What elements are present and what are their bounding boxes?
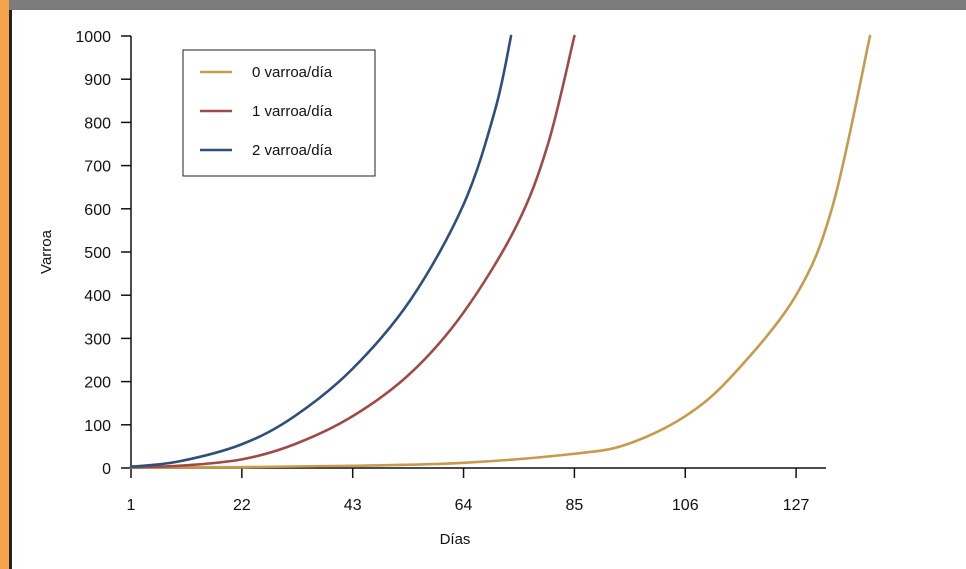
- x-tick-label: 43: [344, 497, 362, 514]
- legend-label-0: 0 varroa/día: [252, 64, 333, 81]
- y-tick-label: 300: [84, 331, 111, 348]
- left-dark-border: [9, 10, 12, 569]
- legend-label-1: 1 varroa/día: [252, 103, 333, 120]
- x-axis-title: Días: [440, 531, 471, 548]
- top-border: [0, 0, 966, 10]
- y-tick-label: 900: [84, 72, 111, 89]
- y-tick-label: 600: [84, 202, 111, 219]
- legend-label-2: 2 varroa/día: [252, 142, 333, 159]
- x-tick-label: 22: [233, 497, 251, 514]
- y-tick-label: 500: [84, 245, 111, 262]
- series-lines: [129, 34, 872, 469]
- y-tick-label: 700: [84, 159, 111, 176]
- y-tick-label: 0: [102, 461, 111, 478]
- left-accent-border: [0, 0, 9, 569]
- y-axis-ticks: 0 100 200 300 400 500 600 700 800 900 1000: [75, 29, 131, 478]
- x-tick-label: 85: [566, 497, 584, 514]
- y-tick-label: 100: [84, 418, 111, 435]
- y-tick-label: 400: [84, 288, 111, 305]
- legend: 0 varroa/día 1 varroa/día 2 varroa/día: [182, 49, 376, 177]
- series-line-2: [129, 34, 513, 468]
- x-tick-label: 127: [783, 497, 810, 514]
- x-tick-label: 106: [672, 497, 699, 514]
- y-tick-label: 200: [84, 375, 111, 392]
- x-tick-label: 64: [455, 497, 473, 514]
- series-line-1: [129, 34, 576, 469]
- y-tick-label: 1000: [75, 29, 111, 46]
- x-axis-ticks: 1 22 43 64 85 106 127: [127, 468, 810, 514]
- y-tick-label: 800: [84, 115, 111, 132]
- x-tick-label: 1: [127, 497, 136, 514]
- y-axis-title: Varroa: [38, 229, 55, 274]
- series-line-0: [129, 34, 872, 469]
